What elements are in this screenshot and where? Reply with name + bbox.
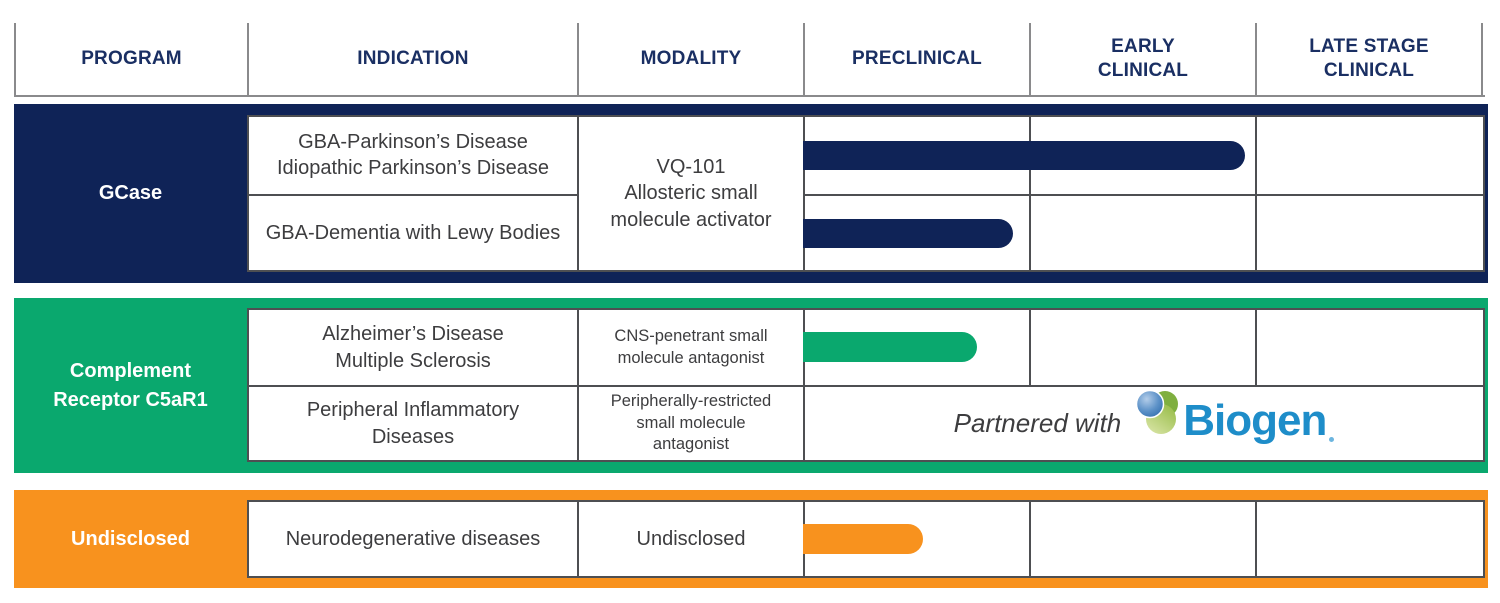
- stage-cell-late-stage-row2: [1255, 193, 1483, 270]
- partner-cell: Partnered with: [803, 385, 1483, 460]
- column-header-label: PROGRAM: [81, 48, 182, 70]
- column-header-label: EARLY CLINICAL: [1097, 36, 1189, 81]
- column-header-label: MODALITY: [640, 48, 742, 70]
- gcase-cell-grid: GBA-Parkinson’s Disease Idiopathic Parki…: [247, 115, 1485, 272]
- program-label-undisclosed: Undisclosed: [71, 527, 190, 550]
- column-header-modality: MODALITY: [577, 23, 803, 95]
- stage-cell-late-stage-row1: [1255, 117, 1483, 194]
- stage-cell-early-clinical-row1: [1029, 310, 1255, 385]
- column-header-indication: INDICATION: [247, 23, 577, 95]
- stage-cell-late-stage: [1255, 502, 1483, 576]
- progress-bar-gcase-dementia: [803, 219, 1013, 248]
- biogen-wordmark-dot: [1329, 436, 1335, 442]
- progress-bar-undisclosed: [803, 524, 923, 554]
- stage-cell-late-stage-row1: [1255, 310, 1483, 385]
- indication-cell-peripheral-inflammatory: Peripheral Inflammatory Diseases: [249, 385, 577, 460]
- column-header-label: INDICATION: [357, 48, 469, 70]
- program-group-undisclosed: Undisclosed Neurodegenerative diseases U…: [14, 490, 1488, 588]
- biogen-logo: Biogen: [1135, 389, 1335, 449]
- pipeline-header: PROGRAM INDICATION MODALITY PRECLINICAL …: [14, 23, 1485, 97]
- partnered-with-text: Partnered with: [953, 408, 1122, 439]
- progress-bar-gcase-parkinsons: [803, 141, 1245, 170]
- indication-cell-neurodegenerative: Neurodegenerative diseases: [285, 527, 541, 550]
- stage-cell-early-clinical: [1029, 502, 1255, 576]
- indication-cell-gba-dementia: GBA-Dementia with Lewy Bodies: [249, 193, 577, 271]
- column-header-early-clinical: EARLY CLINICAL: [1029, 23, 1255, 95]
- modality-cell-peripherally-restricted: Peripherally-restricted small molecule a…: [577, 385, 803, 460]
- column-header-late-stage-clinical: LATE STAGE CLINICAL: [1255, 23, 1483, 95]
- column-header-label: PRECLINICAL: [852, 48, 982, 70]
- biogen-wordmark: Biogen: [1183, 395, 1327, 445]
- modality-cell-vq101: VQ-101 Allosteric small molecule activat…: [577, 117, 803, 270]
- program-group-gcase: GCase GBA-Parkinson’s Disease Idiopathic…: [14, 104, 1488, 283]
- indication-cell-alzheimers-ms: Alzheimer’s Disease Multiple Sclerosis: [322, 323, 504, 372]
- modality-cell-undisclosed: Undisclosed: [577, 502, 803, 576]
- column-header-label: LATE STAGE CLINICAL: [1309, 36, 1429, 81]
- indication-cell-gba-parkinsons: GBA-Parkinson’s Disease Idiopathic Parki…: [276, 130, 549, 180]
- column-header-program: PROGRAM: [14, 23, 247, 95]
- modality-cell-cns-penetrant: CNS-penetrant small molecule antagonist: [577, 310, 803, 385]
- progress-bar-c5ar1-alzheimers: [803, 332, 977, 362]
- column-header-preclinical: PRECLINICAL: [803, 23, 1029, 95]
- program-label-c5ar1: Complement Receptor C5aR1: [53, 359, 208, 411]
- program-label-gcase: GCase: [98, 182, 163, 204]
- stage-cell-early-clinical-row2: [1029, 193, 1255, 270]
- program-group-c5ar1: Complement Receptor C5aR1 Alzheimer’s Di…: [14, 298, 1488, 473]
- biogen-logo-icon: [1136, 389, 1179, 434]
